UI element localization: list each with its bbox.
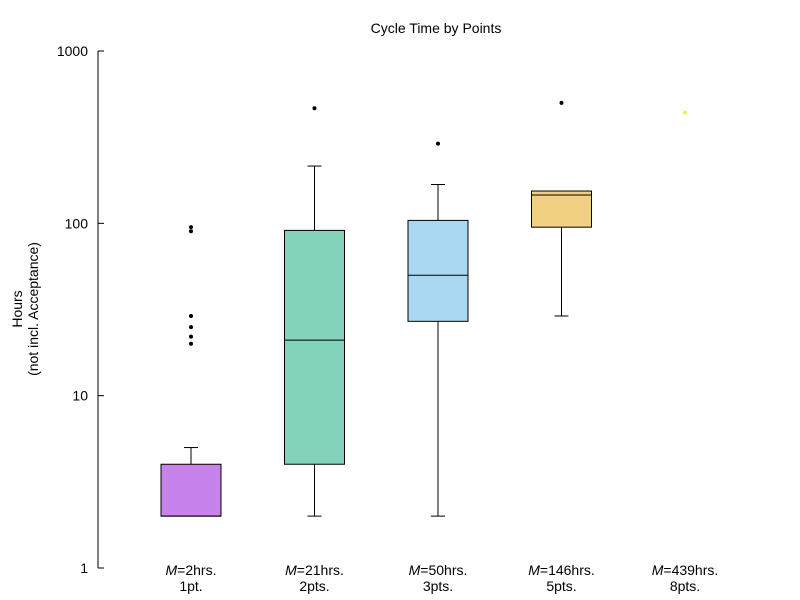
y-tick-label: 10 <box>72 388 88 404</box>
median-label: M=439hrs. <box>652 562 719 578</box>
y-tick-label: 100 <box>65 215 89 231</box>
box-4 <box>531 100 592 317</box>
outlier-point <box>189 341 193 346</box>
outlier-point <box>189 325 193 330</box>
outlier-point <box>189 225 193 230</box>
category-label: 2pts. <box>299 578 329 594</box>
category-label: 3pts. <box>423 578 453 594</box>
median-label: M=21hrs. <box>285 562 344 578</box>
median-label: M=146hrs. <box>528 562 595 578</box>
box-iqr <box>531 190 592 228</box>
outlier-point <box>436 141 440 146</box>
box-2 <box>284 106 345 517</box>
box-iqr <box>284 229 345 465</box>
median-label: M=2hrs. <box>166 562 217 578</box>
y-axis-label: Hours <box>9 290 25 327</box>
y-axis-ticks: 1 10 100 1000 <box>57 43 104 576</box>
category-label: 5pts. <box>546 578 576 594</box>
box-iqr <box>407 219 469 322</box>
outlier-point <box>189 313 193 318</box>
box-5 <box>683 110 687 115</box>
outlier-point <box>559 100 564 105</box>
y-tick-label: 1 <box>80 560 88 576</box>
box-1 <box>160 225 222 517</box>
y-axis-sublabel: (not incl. Acceptance) <box>25 242 41 376</box>
boxes-layer <box>160 100 687 517</box>
category-label: 8pts. <box>670 578 700 594</box>
box-3 <box>407 141 469 517</box>
outlier-point <box>189 229 193 234</box>
category-labels: M=2hrs.1pt. M=21hrs.2pts. M=50hrs.3pts. M=1… <box>166 562 719 594</box>
category-label: 1pt. <box>179 578 202 594</box>
outlier-point <box>312 106 317 111</box>
median-label: M=50hrs. <box>409 562 468 578</box>
y-tick-label: 1000 <box>57 43 88 59</box>
outlier-point <box>189 334 193 339</box>
chart-title: Cycle Time by Points <box>371 20 502 36</box>
single-point <box>683 110 687 115</box>
box-iqr <box>160 463 222 517</box>
